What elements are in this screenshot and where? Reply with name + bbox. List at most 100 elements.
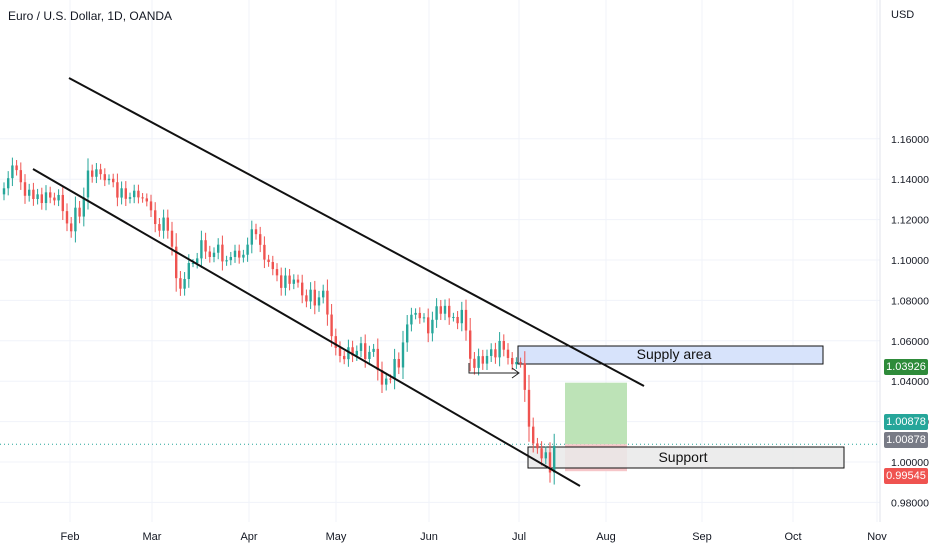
candle	[376, 338, 379, 381]
candle	[544, 446, 547, 465]
candle-body	[376, 348, 379, 371]
candle-body	[317, 297, 321, 306]
candle	[229, 251, 232, 266]
candle-body	[124, 188, 127, 199]
candle	[91, 164, 94, 183]
candle-body	[351, 347, 354, 356]
candle-body	[305, 295, 308, 302]
candle	[53, 192, 56, 206]
candle	[78, 200, 81, 224]
x-tick-label: Oct	[784, 531, 801, 543]
candle	[158, 218, 161, 237]
candle-body	[162, 217, 165, 231]
candle	[536, 437, 539, 454]
candle-body	[473, 358, 476, 368]
candle	[40, 187, 43, 210]
candle-body	[435, 306, 438, 320]
candle	[120, 181, 123, 205]
candle-body	[271, 262, 274, 270]
candle	[149, 194, 153, 218]
candle	[263, 236, 266, 269]
candle	[259, 226, 262, 253]
candle-body	[19, 170, 22, 183]
candle-body	[502, 341, 505, 350]
candle-body	[452, 316, 455, 318]
candle	[145, 193, 148, 207]
candle-body	[250, 229, 253, 245]
x-tick-label: Sep	[692, 531, 712, 543]
candle-body	[460, 309, 463, 324]
candle-body	[511, 357, 514, 365]
candle	[242, 249, 245, 263]
candle	[322, 284, 325, 304]
candle	[208, 245, 211, 263]
candle-body	[334, 336, 337, 348]
candle-body	[99, 169, 102, 175]
candle	[326, 279, 329, 326]
candle-body	[166, 217, 169, 231]
candle-body	[422, 317, 426, 319]
candle-body	[397, 358, 400, 368]
candle	[527, 374, 531, 442]
candle-body	[32, 189, 35, 199]
candle-body	[372, 348, 375, 352]
candle	[44, 185, 48, 211]
candle-body	[70, 223, 73, 232]
candle-body	[217, 244, 220, 253]
candle	[225, 255, 228, 266]
candle-body	[95, 169, 98, 177]
trend-lines: Supply area Support	[32, 77, 712, 487]
candle	[385, 372, 388, 391]
y-tick-label: 0.98000	[891, 497, 929, 509]
candle	[217, 238, 220, 260]
candle	[515, 357, 518, 369]
target-price-tag: 1.03926	[884, 359, 928, 375]
candle-body	[448, 305, 451, 318]
candle-body	[527, 389, 531, 427]
candle-body	[11, 165, 14, 179]
candle	[107, 174, 111, 185]
candle-body	[116, 182, 119, 198]
candle-body	[385, 378, 388, 385]
x-tick-label: Jul	[512, 531, 526, 543]
candle-body	[544, 452, 547, 459]
candle	[23, 174, 27, 204]
candle-body	[133, 190, 136, 198]
candle-body	[406, 324, 409, 343]
candle	[271, 255, 274, 276]
candle	[498, 332, 501, 367]
channel-upper-line	[68, 77, 645, 387]
candle-body	[515, 362, 518, 365]
candle	[452, 312, 455, 322]
gridlines	[0, 0, 881, 522]
candle-body	[212, 252, 216, 257]
candle-body	[532, 426, 535, 444]
candle	[397, 352, 400, 375]
candle-body	[28, 189, 31, 196]
candle	[401, 330, 405, 380]
candle	[7, 171, 10, 196]
candle	[166, 209, 169, 239]
candle	[330, 304, 333, 347]
candle-body	[443, 305, 447, 314]
candle-body	[494, 349, 497, 358]
candle-body	[82, 197, 85, 217]
current-price-tag: 1.00878	[884, 414, 928, 430]
x-tick-label: May	[326, 531, 347, 543]
candle	[460, 301, 463, 332]
candle	[246, 237, 249, 262]
candle-body	[7, 178, 10, 189]
candle-body	[431, 319, 434, 334]
candle-body	[221, 244, 224, 262]
candle	[238, 244, 241, 264]
candle-body	[322, 290, 325, 298]
candle	[309, 282, 312, 309]
candle	[32, 182, 35, 206]
candle-body	[61, 194, 64, 212]
candle	[162, 209, 165, 239]
candle-body	[389, 378, 392, 380]
candle	[112, 173, 115, 188]
candle-body	[410, 314, 413, 325]
y-tick-label: 1.08000	[891, 295, 929, 307]
candle-body	[175, 246, 178, 279]
